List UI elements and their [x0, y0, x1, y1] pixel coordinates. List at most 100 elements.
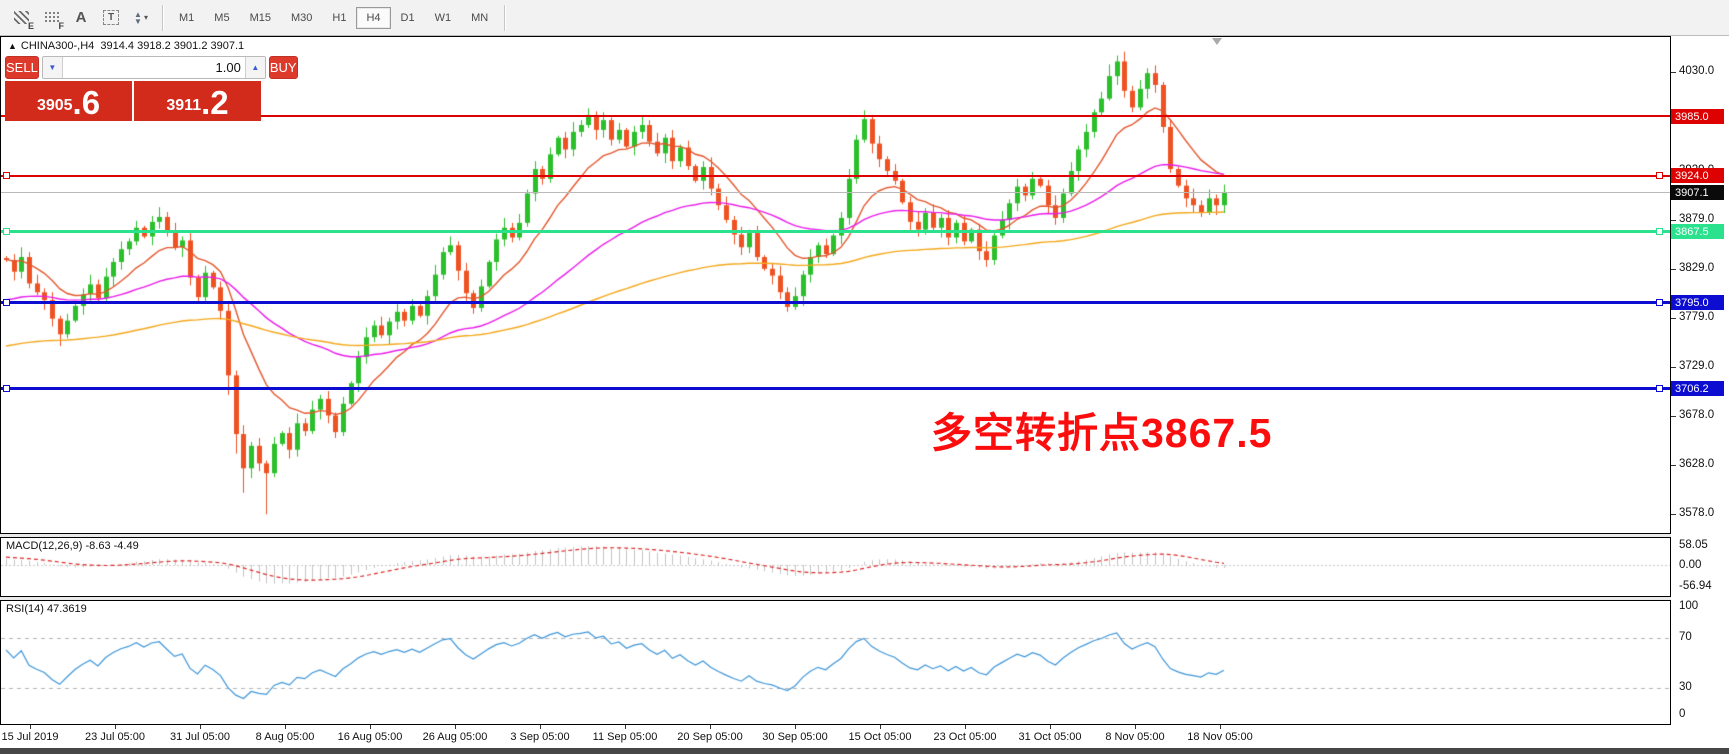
macd-axis-label: -56.94	[1679, 580, 1712, 592]
label-t-tool-icon[interactable]: T	[96, 5, 126, 31]
drawing-tools-group: E F A T ▲ ▼ ▾	[0, 5, 156, 31]
dots-glyph	[43, 11, 59, 24]
resistance-line-3924-handle[interactable]	[1656, 172, 1663, 179]
price-tick-label: 3829.0	[1679, 262, 1715, 274]
time-axis-label: 30 Sep 05:00	[762, 731, 828, 743]
arrows-dropdown-caret-icon[interactable]: ▾	[143, 13, 148, 22]
volume-decrease-button[interactable]: ▼	[42, 57, 63, 78]
time-axis-label: 26 Aug 05:00	[422, 731, 488, 743]
time-tick-mark	[370, 725, 371, 729]
grid-f-tool-icon[interactable]: F	[36, 5, 66, 31]
time-tick-mark	[965, 725, 966, 729]
macd-axis-label: 0.00	[1679, 559, 1702, 571]
price-tick-mark	[1671, 220, 1676, 221]
quote-row: 3905.6 3911.2	[5, 81, 261, 121]
rsi-label: RSI(14) 47.3619	[6, 603, 87, 615]
resistance-line-3985[interactable]	[1, 115, 1670, 117]
macd-values: -8.63 -4.49	[85, 540, 139, 552]
time-axis: 15 Jul 2019 23 Jul 05:00 31 Jul 05:00 8 Aug…	[0, 725, 1671, 748]
time-tick-mark	[540, 725, 541, 729]
rsi-chart-canvas[interactable]	[1, 601, 1670, 724]
time-axis-label: 20 Sep 05:00	[677, 731, 743, 743]
support-line-3795-price-tag: 3795.0	[1671, 295, 1724, 310]
pivot-line-3867-handle[interactable]	[1656, 228, 1663, 235]
volume-increase-button[interactable]: ▲	[244, 57, 265, 78]
main-chart-panel: ▲ CHINA300-,H4 3914.4 3918.2 3901.2 3907.…	[0, 36, 1671, 534]
toolbar-separator	[162, 4, 163, 31]
candlestick-chart-canvas[interactable]	[1, 37, 1670, 533]
resistance-line-3924-handle[interactable]	[3, 172, 10, 179]
support-line-3706-handle[interactable]	[1656, 385, 1663, 392]
letter-a-glyph: A	[75, 9, 87, 26]
one-click-trade-panel: SELL ▼ ▲ BUY 3905.6 3911.2	[5, 56, 298, 121]
rsi-indicator-panel: RSI(14) 47.3619	[0, 600, 1671, 725]
price-tick-label: 3678.0	[1679, 409, 1715, 421]
pencil-e-tool-icon[interactable]: E	[6, 5, 36, 31]
resistance-line-3924-price-tag: 3924.0	[1671, 168, 1724, 183]
symbol-collapse-arrow-icon[interactable]: ▲	[8, 41, 17, 51]
price-axis[interactable]: 4030.03980.03929.03879.03829.03779.03729…	[1671, 36, 1729, 748]
time-tick-mark	[115, 725, 116, 729]
timeframe-m15[interactable]: M15	[249, 11, 271, 24]
support-line-3795[interactable]	[1, 301, 1670, 304]
support-line-3706-handle[interactable]	[3, 385, 10, 392]
pivot-line-3867-handle[interactable]	[3, 228, 10, 235]
buy-button[interactable]: BUY	[268, 56, 298, 79]
rsi-name: RSI(14)	[6, 603, 44, 615]
time-tick-mark	[1050, 725, 1051, 729]
time-tick-mark	[455, 725, 456, 729]
timeframe-d1[interactable]: D1	[400, 11, 415, 24]
time-tick-mark	[285, 725, 286, 729]
volume-input[interactable]	[62, 57, 245, 78]
support-line-3795-handle[interactable]	[1656, 299, 1663, 306]
rsi-axis-label: 70	[1679, 631, 1692, 643]
chart-title: ▲ CHINA300-,H4 3914.4 3918.2 3901.2 3907.…	[8, 40, 244, 52]
resistance-line-3924[interactable]	[1, 175, 1670, 177]
support-line-3795-handle[interactable]	[3, 299, 10, 306]
panel-splitter[interactable]	[0, 597, 1671, 600]
price-tick-mark	[1671, 367, 1676, 368]
chart-shift-marker-icon[interactable]	[1212, 38, 1222, 45]
timeframe-w1[interactable]: W1	[434, 11, 452, 24]
panel-splitter[interactable]	[0, 534, 1671, 537]
time-axis-label: 18 Nov 05:00	[1187, 731, 1253, 743]
time-tick-mark	[625, 725, 626, 729]
bid-big-digit: .6	[72, 84, 101, 121]
arrows-tool-icon[interactable]: ▲ ▼ ▾	[126, 5, 156, 31]
text-a-tool-icon[interactable]: A	[66, 5, 96, 31]
timeframe-h4[interactable]: H4	[356, 6, 391, 29]
bid-quote[interactable]: 3905.6	[5, 81, 132, 121]
timeframe-m1[interactable]: M1	[179, 11, 195, 24]
resistance-line-3985-price-tag: 3985.0	[1671, 109, 1724, 124]
macd-axis-label: 58.05	[1679, 539, 1708, 551]
support-line-3706-price-tag: 3706.2	[1671, 381, 1724, 396]
price-tick-mark	[1671, 514, 1676, 515]
time-tick-mark	[1220, 725, 1221, 729]
ask-quote[interactable]: 3911.2	[134, 81, 261, 121]
hatch-glyph	[13, 11, 29, 24]
time-axis-label: 8 Nov 05:00	[1105, 731, 1165, 743]
time-tick-mark	[200, 725, 201, 729]
timeframe-mn[interactable]: MN	[471, 11, 489, 24]
support-line-3706[interactable]	[1, 387, 1670, 390]
price-tick-mark	[1671, 269, 1676, 270]
ask-main-digits: 3911	[166, 97, 202, 114]
price-tick-label: 4030.0	[1679, 65, 1715, 77]
macd-chart-canvas[interactable]	[1, 538, 1670, 596]
pivot-line-3867[interactable]	[1, 230, 1670, 233]
window-bottom-edge	[0, 748, 1729, 754]
volume-stepper: ▼ ▲	[41, 56, 266, 79]
timeframe-m5[interactable]: M5	[214, 11, 230, 24]
price-tick-label: 3729.0	[1679, 360, 1715, 372]
sell-button[interactable]: SELL	[5, 56, 39, 79]
timeframe-m30[interactable]: M30	[290, 11, 313, 24]
time-axis-label: 15 Jul 2019	[1, 731, 59, 743]
time-tick-mark	[710, 725, 711, 729]
chart-text-annotation[interactable]: 多空转折点3867.5	[931, 410, 1273, 456]
macd-indicator-panel: MACD(12,26,9) -8.63 -4.49	[0, 537, 1671, 597]
time-tick-mark	[1135, 725, 1136, 729]
timeframe-h1[interactable]: H1	[332, 11, 347, 24]
price-tick-label: 3779.0	[1679, 311, 1715, 323]
tool-sub-label: E	[27, 20, 34, 31]
